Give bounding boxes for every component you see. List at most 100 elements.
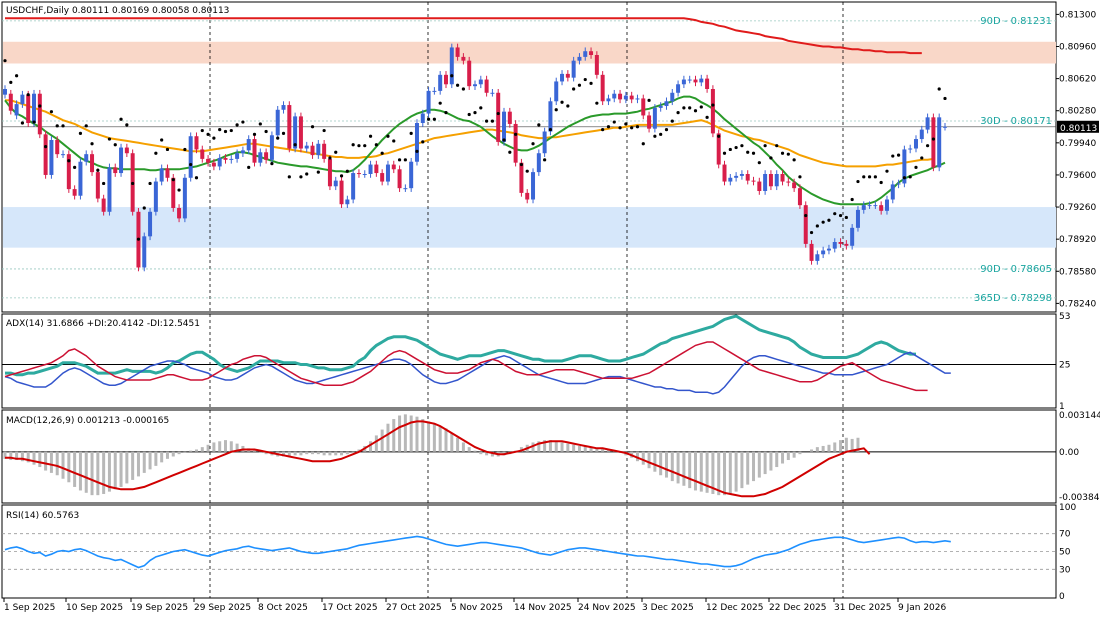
macd-histogram-bar [711,451,715,494]
macd-histogram-bar [398,415,402,452]
x-tick-label-11: 12 Dec 2025 [706,603,764,613]
candle-body [496,92,501,142]
macd-histogram-bar [386,423,390,452]
candle-body [560,73,565,82]
macd-histogram-bar [322,451,326,456]
sar-dot [862,175,866,179]
candle-body [206,158,211,163]
candle-body [531,172,536,200]
macd-histogram-bar [659,451,663,476]
sar-dot [421,140,425,144]
candle-body [710,89,715,134]
candle-body [66,154,71,190]
level-label-2: 90D - 0.78605 [980,264,1052,275]
sar-dot [322,128,326,133]
sar-dot [119,117,123,121]
sar-dot [455,83,460,87]
sar-dot [688,106,692,110]
candle-body [455,47,460,57]
candle-body [61,154,66,156]
candle-body [606,98,611,102]
candle-body [548,101,553,132]
sar-dot [461,87,465,91]
x-tick-label-3: 29 Sep 2025 [194,603,251,613]
sar-dot [26,93,30,97]
candle-body [409,161,414,189]
candle-body [333,180,338,187]
sar-dot [328,156,332,160]
macd-histogram-bar [125,451,129,484]
candle-body [565,73,570,78]
sar-dot [937,87,941,91]
candle-body [699,78,704,83]
macd-histogram-bar [403,414,407,452]
candle-body [664,101,669,106]
sar-dot [914,165,918,169]
sar-dot [287,175,291,179]
macd-histogram-bar [316,451,320,455]
candle-body [931,117,936,168]
candle-body [473,84,477,87]
candle-body [635,98,640,100]
macd-histogram-bar [740,451,744,489]
candle-body [734,175,739,178]
sar-dot [490,119,495,123]
macd-histogram-bar [757,451,761,478]
candle-body [484,79,489,93]
macd-tick-label-0: 0.003144 [1059,411,1100,421]
sar-dot [78,131,83,135]
macd-histogram-bar [752,451,756,482]
candle-body [908,148,913,150]
sar-dot [374,143,378,147]
macd-histogram-bar [670,451,674,482]
candle-body [403,188,408,190]
candle-body [681,79,686,85]
sar-dot [96,168,100,172]
sar-dot [508,150,512,154]
macd-histogram-bar [206,444,210,452]
level-label-3: 365D - 0.78298 [974,293,1052,304]
sar-dot [618,126,622,130]
sar-dot [734,145,738,150]
macd-histogram-bar [699,451,703,492]
sar-dot [502,138,506,142]
sar-dot [339,174,344,178]
candle-body [397,169,402,189]
candle-body [861,205,866,210]
macd-histogram-bar [142,451,146,473]
sar-dot [351,143,355,147]
macd-histogram-bar [844,437,848,452]
current-price-box [1057,120,1099,133]
candle-body [705,78,710,89]
candle-body [142,236,147,268]
sar-dot [815,224,819,228]
macd-histogram-bar [537,441,541,452]
sar-dot [664,128,669,132]
macd-histogram-bar [107,451,111,492]
sar-dot [20,121,25,125]
candle-body [310,145,315,156]
candle-body [171,177,176,208]
candle-body [264,152,269,160]
macd-histogram-bar [212,442,216,452]
sar-dot [223,129,228,134]
sar-dot [699,105,703,109]
ma-red-line [5,17,922,55]
sar-dot [589,81,593,85]
sar-dot [368,134,373,138]
candle-body [797,188,802,206]
adx-tick-label-1: 25 [1059,360,1070,370]
sar-dot [676,111,680,115]
candle-body [107,167,112,212]
sar-dot [879,180,883,185]
macd-histogram-bar [136,451,140,477]
macd-histogram-bar [769,451,773,471]
candle-body [832,242,837,249]
sar-dot [769,156,773,160]
candle-body [902,149,907,184]
sar-dot [177,188,181,192]
candle-body [32,93,37,123]
macd-histogram-bar [432,423,436,452]
candle-body [925,117,930,130]
